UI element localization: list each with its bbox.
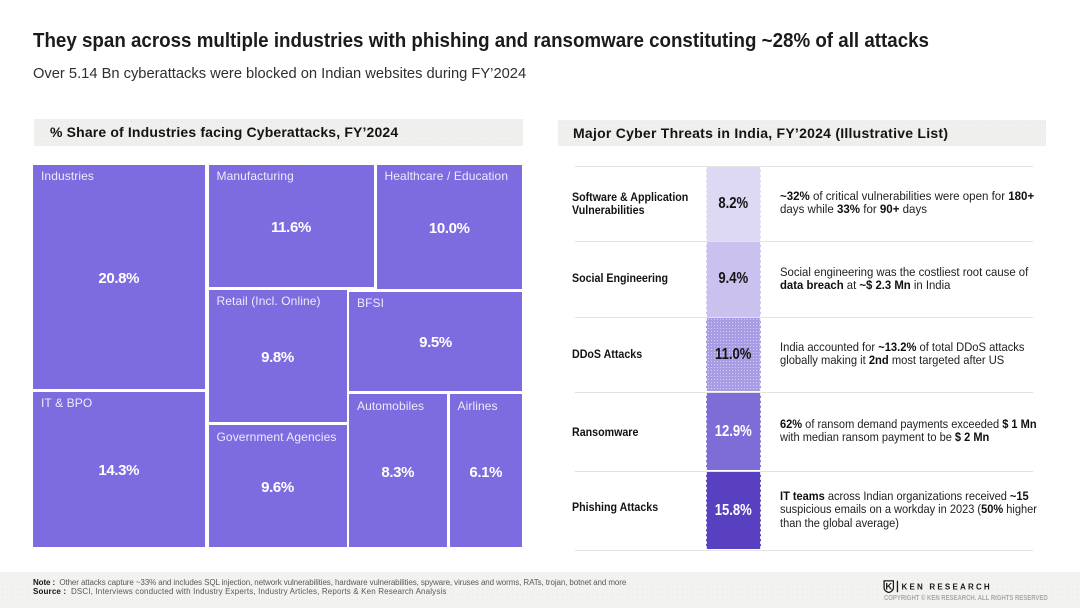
- svg-text:K: K: [885, 581, 892, 592]
- svg-text:KEN RESEARCH: KEN RESEARCH: [902, 583, 992, 592]
